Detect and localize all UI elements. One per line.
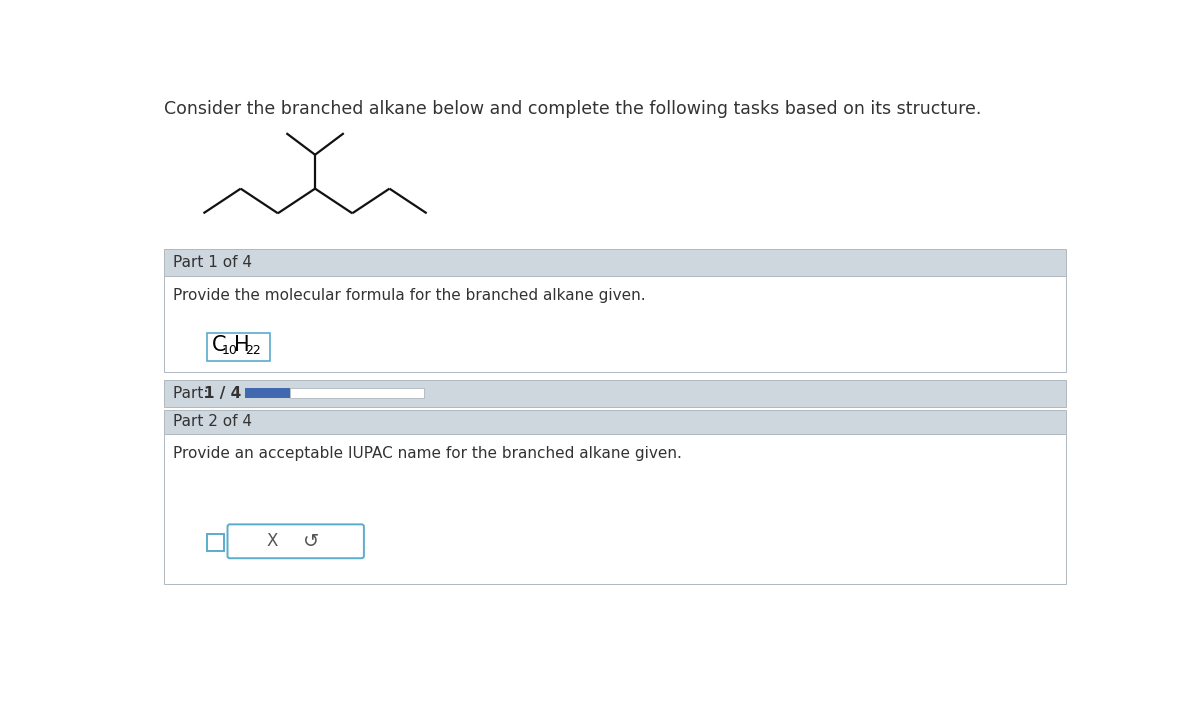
Bar — [164, 276, 1066, 372]
Bar — [206, 534, 223, 551]
Text: C: C — [212, 335, 227, 355]
Text: 22: 22 — [245, 344, 262, 357]
Bar — [245, 388, 290, 399]
Text: Provide an acceptable IUPAC name for the branched alkane given.: Provide an acceptable IUPAC name for the… — [173, 446, 682, 461]
Text: Consider the branched alkane below and complete the following tasks based on its: Consider the branched alkane below and c… — [164, 100, 982, 118]
Bar — [164, 410, 1066, 434]
Text: H: H — [234, 335, 250, 355]
Text: 10: 10 — [222, 344, 238, 357]
Text: 1 / 4: 1 / 4 — [204, 386, 241, 401]
Text: Part 2 of 4: Part 2 of 4 — [173, 415, 252, 429]
Text: Provide the molecular formula for the branched alkane given.: Provide the molecular formula for the br… — [173, 288, 646, 303]
Bar — [164, 249, 1066, 276]
Text: Part:: Part: — [173, 386, 214, 401]
Bar — [290, 388, 424, 399]
Bar — [206, 334, 270, 361]
Text: X: X — [266, 532, 277, 550]
Bar — [164, 380, 1066, 407]
Text: Part 1 of 4: Part 1 of 4 — [173, 254, 252, 270]
Bar — [164, 434, 1066, 584]
FancyBboxPatch shape — [228, 524, 364, 558]
Text: ↺: ↺ — [304, 532, 319, 551]
